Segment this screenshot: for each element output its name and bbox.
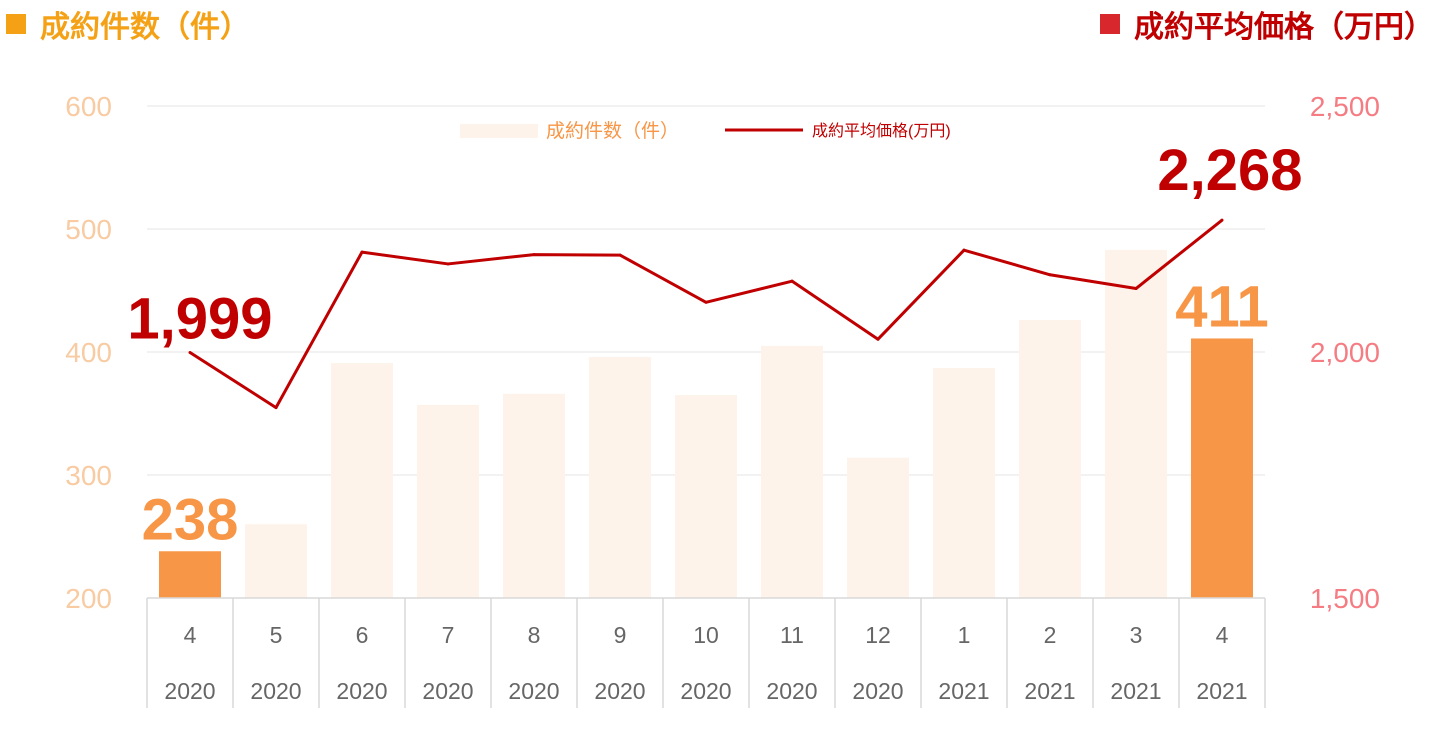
data-labels: 238 411 1,999 2,268 <box>127 138 1302 552</box>
right-y-tick-label: 1,500 <box>1310 583 1380 614</box>
left-y-axis: 200 300 400 500 600 <box>65 91 112 614</box>
right-y-tick-label: 2,000 <box>1310 337 1380 368</box>
line-point <box>962 248 966 252</box>
data-label: 2,268 <box>1157 138 1302 203</box>
month-tick-label: 2 <box>1044 622 1057 648</box>
data-label: 411 <box>1175 274 1269 339</box>
bar <box>331 363 393 598</box>
year-tick-label: 2021 <box>1024 678 1075 704</box>
year-tick-label: 2020 <box>164 678 215 704</box>
bar <box>847 457 909 598</box>
bar <box>417 404 479 598</box>
line-point <box>1048 273 1052 277</box>
left-axis-title: 成約件数（件） <box>6 4 250 45</box>
bar <box>1019 320 1081 598</box>
month-tick-label: 1 <box>958 622 971 648</box>
bar <box>1105 249 1167 598</box>
legend: 成約件数（件） 成約平均価格(万円) <box>460 120 951 142</box>
left-y-tick-label: 200 <box>65 583 112 614</box>
month-tick-label: 10 <box>693 622 719 648</box>
line-point <box>446 262 450 266</box>
year-tick-label: 2020 <box>336 678 387 704</box>
right-axis-title-swatch <box>1100 14 1120 34</box>
bar <box>761 345 823 598</box>
line-point <box>1220 218 1224 222</box>
line-point <box>360 250 364 254</box>
month-tick-label: 12 <box>865 622 891 648</box>
legend-bar-swatch <box>460 124 538 138</box>
bar <box>245 524 307 598</box>
year-tick-label: 2021 <box>938 678 989 704</box>
legend-bar-label: 成約件数（件） <box>546 120 679 142</box>
line-point <box>704 300 708 304</box>
line-point <box>876 337 880 341</box>
year-tick-label: 2021 <box>1110 678 1161 704</box>
month-tick-label: 5 <box>270 622 283 648</box>
line-point <box>1134 287 1138 291</box>
year-tick-label: 2020 <box>508 678 559 704</box>
left-axis-title-swatch <box>6 14 26 34</box>
bar <box>589 356 651 598</box>
line-point <box>618 253 622 257</box>
year-tick-label: 2020 <box>250 678 301 704</box>
right-axis-title-text: 成約平均価格（万円） <box>1134 10 1434 45</box>
bar <box>503 393 565 598</box>
line-series <box>188 218 1224 410</box>
data-label: 1,999 <box>127 286 272 351</box>
left-y-tick-label: 500 <box>65 214 112 245</box>
month-tick-label: 4 <box>1216 622 1229 648</box>
year-tick-label: 2020 <box>852 678 903 704</box>
bar <box>933 367 995 598</box>
legend-line-label: 成約平均価格(万円) <box>812 122 951 140</box>
bar-series <box>159 249 1253 598</box>
right-y-axis: 1,500 2,000 2,500 <box>1310 91 1380 614</box>
line-point <box>188 350 192 354</box>
year-tick-label: 2020 <box>594 678 645 704</box>
left-y-tick-label: 600 <box>65 91 112 122</box>
month-tick-label: 11 <box>780 622 804 648</box>
right-axis-title: 成約平均価格（万円） <box>1100 4 1434 45</box>
month-tick-label: 3 <box>1130 622 1143 648</box>
month-tick-label: 9 <box>614 622 627 648</box>
year-tick-label: 2020 <box>422 678 473 704</box>
month-tick-label: 6 <box>356 622 369 648</box>
data-label: 238 <box>142 487 239 552</box>
bar <box>675 395 737 598</box>
year-tick-label: 2021 <box>1196 678 1247 704</box>
year-tick-label: 2020 <box>766 678 817 704</box>
category-axis: 4 2020 5 2020 6 2020 7 2020 8 2020 9 2020 10 2020 11 20… <box>146 597 1266 708</box>
line-point <box>790 279 794 283</box>
right-y-tick-label: 2,500 <box>1310 91 1380 122</box>
month-tick-label: 7 <box>442 622 455 648</box>
month-tick-label: 4 <box>184 622 197 648</box>
bar <box>159 551 221 598</box>
left-axis-title-text: 成約件数（件） <box>40 10 250 45</box>
year-tick-label: 2020 <box>680 678 731 704</box>
bar <box>1191 338 1253 598</box>
left-y-tick-label: 300 <box>65 460 112 491</box>
line-point <box>532 253 536 257</box>
left-y-tick-label: 400 <box>65 337 112 368</box>
month-tick-label: 8 <box>528 622 541 648</box>
line-point <box>274 406 278 410</box>
